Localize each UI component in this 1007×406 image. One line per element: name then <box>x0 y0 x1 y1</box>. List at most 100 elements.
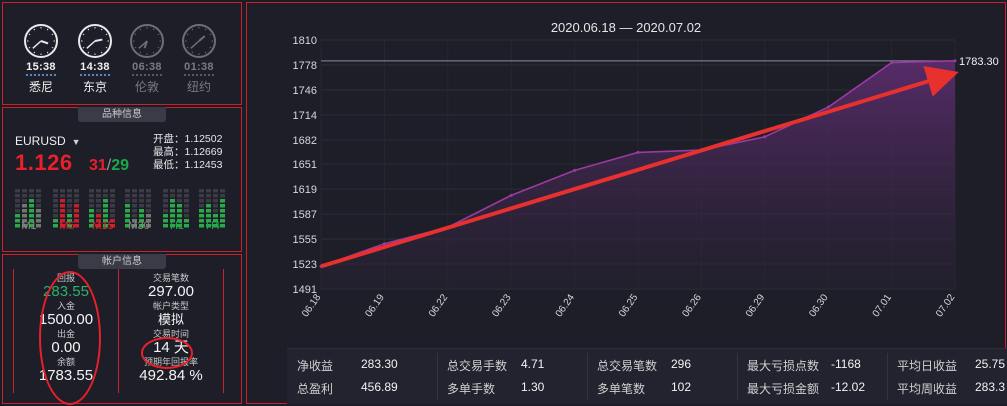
account-type-label: 帐户类型 <box>152 301 189 311</box>
caret-down-icon[interactable]: ▼ <box>71 137 81 147</box>
stat-item: 净收益 283.30 <box>297 357 398 374</box>
equity-point <box>890 61 894 65</box>
timeframe-m30[interactable]: M30 <box>128 220 150 232</box>
price-separator: / <box>106 157 112 174</box>
divider <box>887 353 888 400</box>
price-bid-pips: 31 <box>89 157 107 174</box>
divider <box>13 269 14 393</box>
trend-arrow <box>320 66 959 269</box>
timeframe-h4[interactable]: H4 <box>205 220 221 232</box>
signal-bar-group <box>53 189 79 228</box>
stat-item: 总盈利 456.89 <box>297 380 398 397</box>
stat-item: 最大亏损金额 -12.02 <box>747 380 865 397</box>
clock-face-icon <box>130 24 164 58</box>
x-tick-label: 06.22 <box>427 292 451 319</box>
x-tick-label: 06.30 <box>807 292 831 319</box>
stat-item: 多单笔数 102 <box>597 380 691 397</box>
chart-title: 2020.06.18 — 2020.07.02 <box>550 20 702 35</box>
account-info-panel: 帐户信息 回报 283.55 入金 1500.00 出金 0.00 余额 178… <box>2 254 242 405</box>
stat-label: 平均周收益 <box>897 382 958 396</box>
equity-area <box>321 60 955 289</box>
stat-item: 平均日收益 25.75 <box>897 357 1005 374</box>
stat-label: 多单手数 <box>447 382 496 396</box>
x-tick-label: 06.25 <box>617 292 641 319</box>
y-tick-label: 1778 <box>293 60 317 72</box>
y-tick-label: 1810 <box>293 35 317 47</box>
yield-value: 492.84 % <box>139 367 203 384</box>
symbol-info-panel: 品种信息 EURUSD ▼ 1.126 31/29 开盘：1.12502 最高：1… <box>2 107 242 252</box>
x-tick-label: 06.19 <box>363 292 387 319</box>
stat-label: 最大亏损点数 <box>747 359 820 373</box>
signal-bar-group <box>163 189 189 228</box>
clock-time: 06:38 <box>132 61 162 73</box>
timeframe-m5[interactable]: M5 <box>59 220 75 232</box>
y-tick-label: 1619 <box>293 184 317 196</box>
x-tick-label: 06.29 <box>744 292 768 319</box>
price-main: 1.126 <box>15 150 73 175</box>
clock-1: 14:38 东京 <box>75 23 115 95</box>
stat-value: 296 <box>671 357 692 371</box>
trades-label: 交易笔数 <box>152 273 189 283</box>
clock-city: 东京 <box>82 80 107 94</box>
stat-item: 平均周收益 283.3 <box>897 380 1005 397</box>
signal-bar-group <box>199 189 225 228</box>
stat-value: 4.71 <box>521 357 545 371</box>
ohl-info: 开盘：1.12502 最高：1.12669 最低：1.12453 <box>153 133 222 172</box>
y-tick-label: 1682 <box>293 135 317 147</box>
signal-bar-group <box>15 189 41 228</box>
stat-value: 1.30 <box>521 380 545 394</box>
end-value-label: 1783.30 <box>959 56 999 68</box>
y-tick-label: 1587 <box>293 209 317 221</box>
stat-value: -12.02 <box>831 380 866 394</box>
divider <box>223 269 224 393</box>
low-price: 最低：1.12453 <box>153 159 223 171</box>
stat-value: 283.3 <box>975 380 1006 394</box>
stat-label: 最大亏损金额 <box>747 382 820 396</box>
open-price: 开盘：1.12502 <box>153 133 223 145</box>
stat-value: -1168 <box>831 357 861 371</box>
price-ask-pips: 29 <box>111 157 130 174</box>
x-tick-label: 07.01 <box>871 292 895 319</box>
timeframe-m1[interactable]: M1 <box>21 220 37 232</box>
clock-city: 伦敦 <box>134 80 159 94</box>
equity-point <box>763 135 767 139</box>
divider <box>118 269 119 393</box>
timeframe-m15[interactable]: M15 <box>92 220 114 232</box>
clock-city: 纽约 <box>186 80 211 94</box>
stat-item: 总交易笔数 296 <box>597 357 691 374</box>
clock-time: 15:38 <box>26 61 56 73</box>
highlight-ellipse <box>141 337 193 369</box>
x-tick-label: 06.24 <box>554 292 578 319</box>
timeframe-h1[interactable]: H1 <box>169 220 185 232</box>
equity-point <box>826 105 830 109</box>
symbol-selector[interactable]: EURUSD ▼ <box>15 134 81 148</box>
y-tick-label: 1651 <box>293 159 317 171</box>
signal-bars <box>15 189 225 228</box>
trades-value: 297.00 <box>148 283 194 300</box>
x-tick-label: 07.02 <box>934 292 958 319</box>
clock-2: 06:38 伦敦 <box>127 23 167 95</box>
account-type-value: 模拟 <box>157 312 184 327</box>
clock-time: 01:38 <box>184 61 214 73</box>
y-tick-label: 1714 <box>293 110 317 122</box>
trade-time-label: 交易时间 <box>152 329 189 339</box>
y-tick-label: 1555 <box>293 234 317 246</box>
symbol-section-title: 品种信息 <box>78 107 166 122</box>
signal-bar-group <box>89 189 115 228</box>
x-tick-label: 06.26 <box>680 292 704 319</box>
left-panel: 15:38 悉尼 14:38 东京 06:38 伦敦 01:38 纽约 品种信息 EURUSD… <box>0 0 243 406</box>
stat-value: 283.30 <box>361 357 398 371</box>
stat-item: 总交易手数 4.71 <box>447 357 544 374</box>
clock-indicator <box>80 74 110 76</box>
clock-city: 悉尼 <box>28 80 53 94</box>
equity-point <box>636 150 640 154</box>
highlight-ellipse <box>39 271 101 405</box>
equity-point <box>573 168 577 172</box>
equity-chart-panel: 2020.06.18 — 2020.07.02 1491 1523 1555 1587… <box>246 2 1007 404</box>
y-tick-label: 1491 <box>293 284 317 296</box>
equity-point <box>509 193 513 197</box>
stat-label: 多单笔数 <box>597 382 646 396</box>
stat-label: 总盈利 <box>297 382 334 396</box>
clock-indicator <box>184 74 214 76</box>
